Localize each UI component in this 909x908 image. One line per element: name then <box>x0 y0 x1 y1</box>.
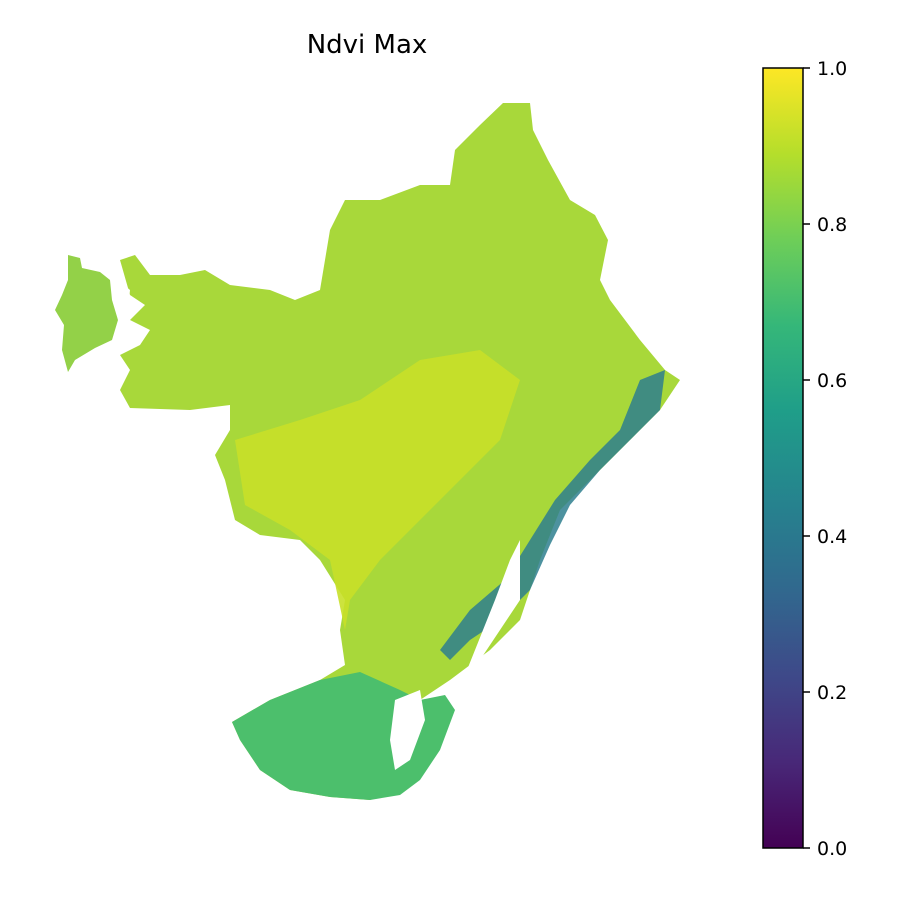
colorbar-tick-label: 1.0 <box>817 58 847 80</box>
region-harbour-gap <box>455 540 520 740</box>
colorbar-gradient <box>762 67 804 849</box>
chart-title: Ndvi Max <box>307 30 428 60</box>
colorbar-tick-label: 0.2 <box>817 682 847 704</box>
region-inner-gap <box>390 690 425 770</box>
region-northwest-island <box>55 255 118 372</box>
colorbar-ticks: 0.0 0.2 0.4 0.6 0.8 1.0 <box>803 58 847 860</box>
colorbar-tick-label: 0.6 <box>817 370 847 392</box>
region-bright-patch <box>235 350 520 630</box>
colorbar-tick-label: 0.4 <box>817 526 847 548</box>
colorbar-tick-label: 0.0 <box>817 838 847 860</box>
region-coastal-band <box>440 370 665 660</box>
colorbar-tick-label: 0.8 <box>817 214 847 236</box>
region-northwest-gap <box>112 275 130 320</box>
colorbar: 0.0 0.2 0.4 0.6 0.8 1.0 <box>762 58 847 860</box>
map-area <box>55 103 680 800</box>
